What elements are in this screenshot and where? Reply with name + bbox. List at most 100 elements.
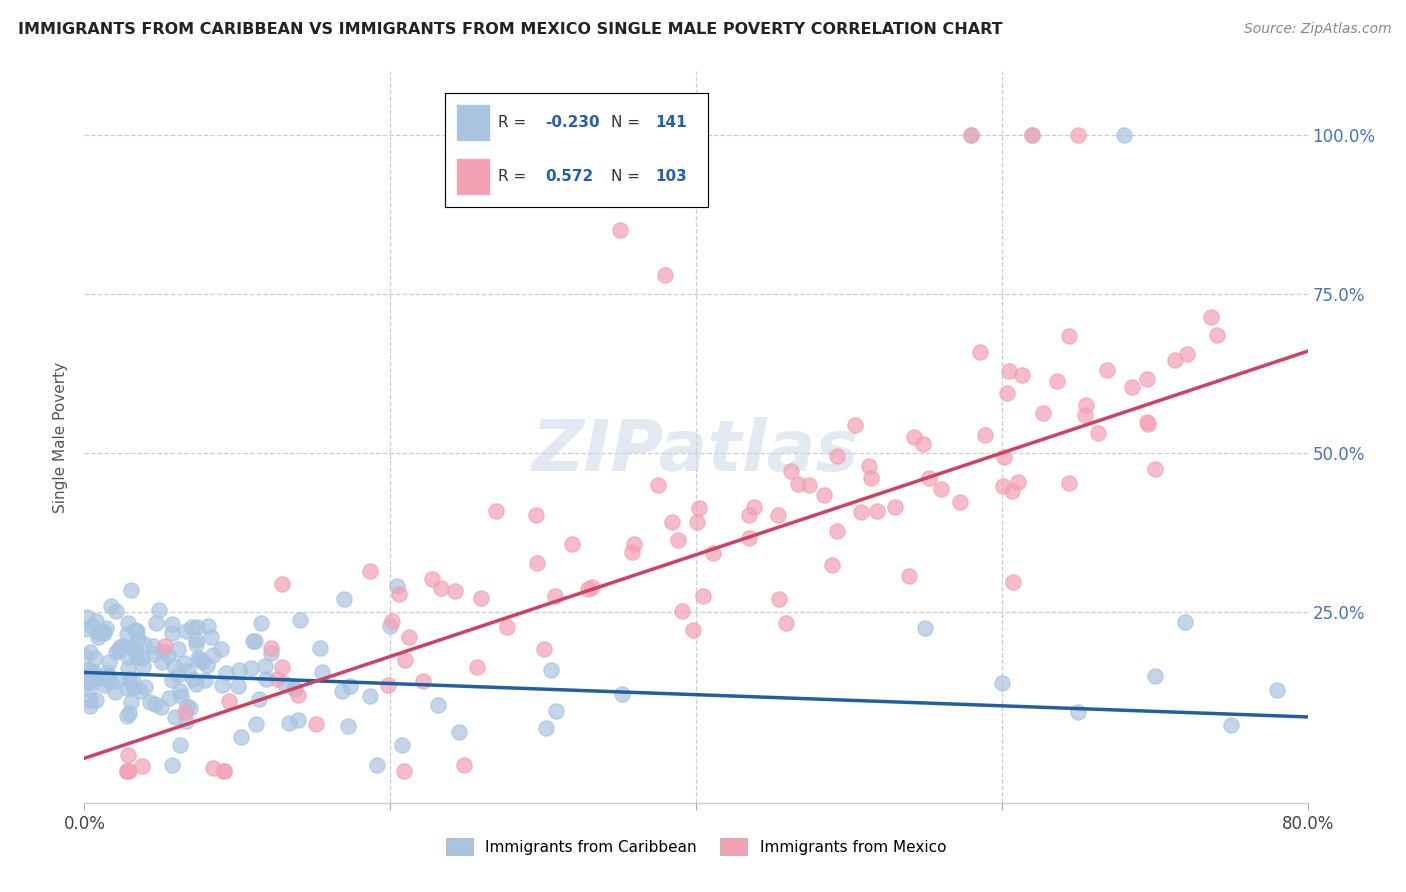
- Point: [1121, 380, 1143, 394]
- Point: [911, 437, 934, 451]
- Point: [228, 663, 250, 677]
- Point: [271, 577, 294, 591]
- Point: [377, 678, 399, 692]
- Point: [540, 664, 562, 678]
- Point: [115, 708, 138, 723]
- Point: [914, 621, 936, 635]
- Point: [91, 624, 114, 638]
- Point: [117, 748, 139, 763]
- Point: [188, 652, 211, 666]
- Point: [73, 648, 96, 663]
- Point: [167, 668, 190, 682]
- Point: [960, 128, 983, 142]
- Text: IMMIGRANTS FROM CARIBBEAN VS IMMIGRANTS FROM MEXICO SINGLE MALE POVERTY CORRELAT: IMMIGRANTS FROM CARIBBEAN VS IMMIGRANTS …: [18, 22, 1002, 37]
- Point: [991, 676, 1014, 690]
- Point: [120, 695, 142, 709]
- Point: [218, 694, 240, 708]
- Point: [311, 665, 333, 680]
- Point: [1074, 398, 1097, 412]
- Point: [993, 450, 1015, 464]
- Point: [443, 583, 465, 598]
- Point: [177, 664, 200, 678]
- Point: [1136, 417, 1159, 431]
- Point: [273, 676, 295, 690]
- Point: [162, 626, 184, 640]
- Point: [82, 664, 104, 678]
- Point: [83, 651, 105, 665]
- Point: [738, 532, 761, 546]
- Point: [120, 640, 142, 654]
- Point: [131, 758, 153, 772]
- Point: [1265, 683, 1288, 698]
- Point: [163, 659, 186, 673]
- Point: [170, 689, 193, 703]
- Point: [84, 692, 107, 706]
- Point: [197, 619, 219, 633]
- Point: [212, 764, 235, 778]
- Point: [110, 639, 132, 653]
- Point: [465, 660, 488, 674]
- Point: [117, 764, 139, 778]
- Point: [93, 626, 115, 640]
- Point: [378, 619, 401, 633]
- Point: [150, 655, 173, 669]
- Point: [287, 688, 309, 702]
- Point: [242, 634, 264, 648]
- Point: [143, 647, 166, 661]
- Point: [960, 128, 983, 142]
- Point: [1067, 705, 1090, 719]
- Point: [194, 673, 217, 688]
- Point: [1114, 128, 1136, 142]
- Point: [129, 684, 152, 698]
- Point: [212, 764, 235, 778]
- Point: [96, 621, 118, 635]
- Point: [998, 364, 1021, 378]
- Point: [184, 632, 207, 647]
- Point: [215, 666, 238, 681]
- Point: [98, 655, 121, 669]
- Point: [931, 483, 953, 497]
- Point: [148, 603, 170, 617]
- Point: [79, 698, 101, 713]
- Point: [145, 697, 167, 711]
- Point: [544, 589, 567, 603]
- Point: [1136, 372, 1159, 386]
- Point: [209, 641, 232, 656]
- Point: [430, 582, 453, 596]
- Point: [359, 690, 381, 704]
- Point: [394, 764, 416, 778]
- Point: [86, 614, 108, 628]
- Point: [139, 695, 162, 709]
- Point: [163, 709, 186, 723]
- Point: [304, 717, 326, 731]
- Point: [336, 719, 359, 733]
- Point: [1136, 415, 1159, 429]
- Point: [534, 721, 557, 735]
- Point: [702, 546, 724, 560]
- Point: [398, 630, 420, 644]
- Point: [89, 671, 111, 685]
- Point: [104, 604, 127, 618]
- Point: [283, 681, 305, 695]
- Point: [524, 508, 547, 522]
- Point: [124, 641, 146, 656]
- Point: [1220, 718, 1243, 732]
- Point: [173, 657, 195, 671]
- Point: [768, 591, 790, 606]
- Point: [1046, 375, 1069, 389]
- Point: [77, 681, 100, 696]
- Point: [226, 679, 249, 693]
- Point: [496, 620, 519, 634]
- Point: [125, 646, 148, 660]
- Point: [152, 644, 174, 658]
- Point: [254, 672, 277, 686]
- Point: [686, 516, 709, 530]
- Point: [260, 640, 283, 655]
- Point: [1021, 128, 1043, 142]
- Point: [79, 675, 101, 690]
- Point: [786, 477, 808, 491]
- Point: [1095, 363, 1118, 377]
- Point: [249, 615, 271, 630]
- Point: [117, 706, 139, 720]
- Point: [821, 558, 844, 572]
